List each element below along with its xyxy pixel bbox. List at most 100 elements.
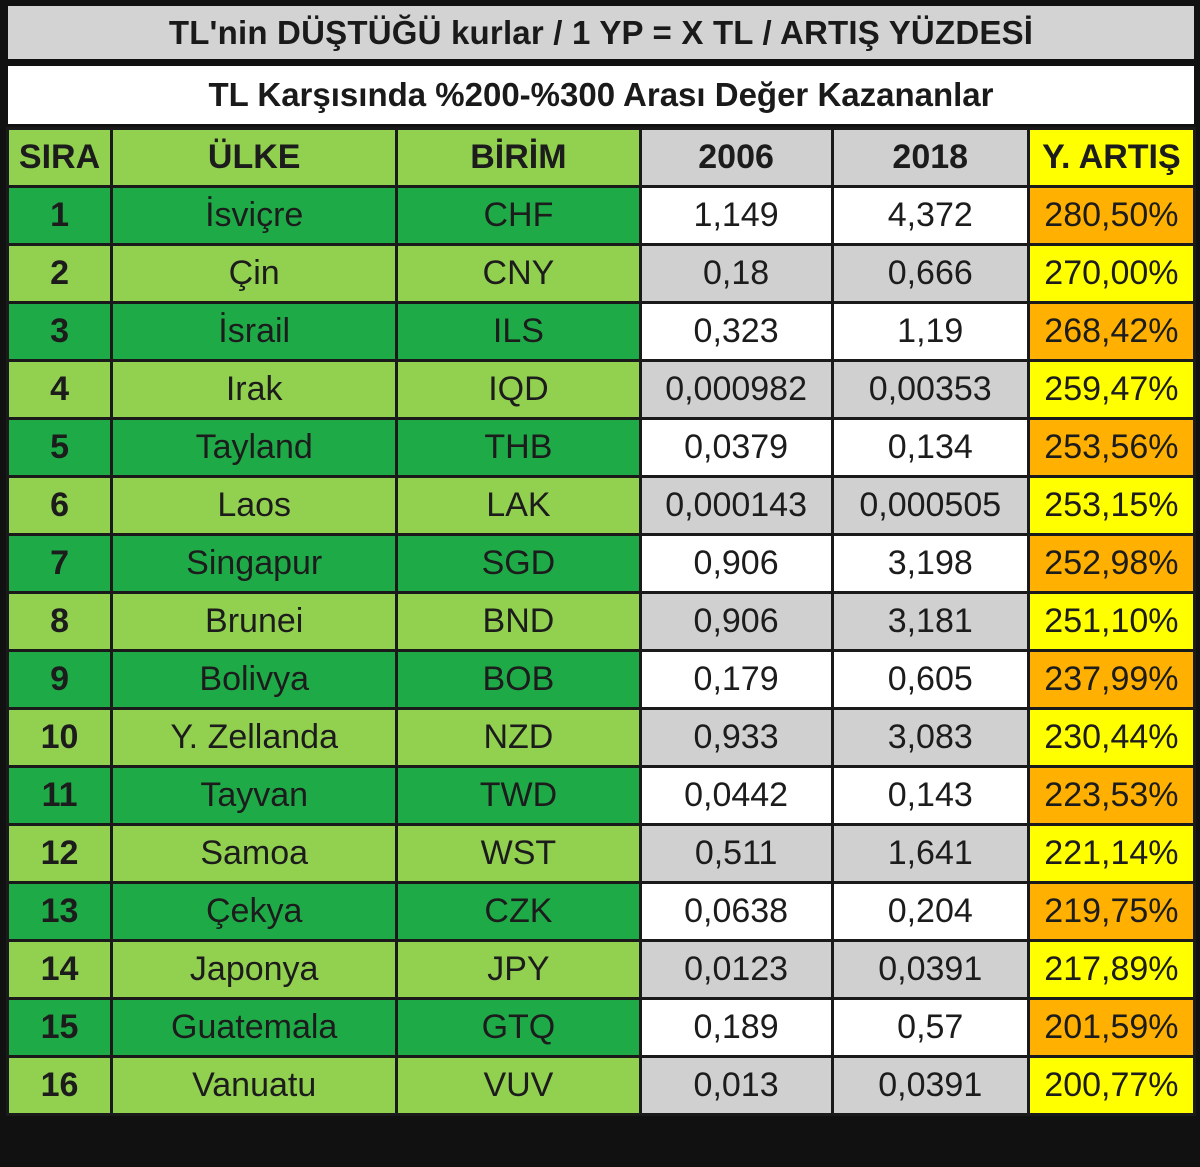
cell-2006: 0,906	[638, 533, 834, 594]
cell-artis: 270,00%	[1026, 243, 1197, 304]
cell-birim: CZK	[395, 881, 642, 942]
cell-2006: 0,189	[638, 997, 834, 1058]
cell-birim: ILS	[395, 301, 642, 362]
table-row: 12 Samoa WST 0,511 1,641 221,14%	[5, 823, 1197, 884]
cell-sira: 5	[5, 417, 114, 478]
cell-artis: 201,59%	[1026, 997, 1197, 1058]
cell-artis: 221,14%	[1026, 823, 1197, 884]
cell-2018: 0,00353	[830, 359, 1030, 420]
cell-ulke: Samoa	[110, 823, 399, 884]
cell-birim: JPY	[395, 939, 642, 1000]
cell-2018: 1,641	[830, 823, 1030, 884]
cell-sira: 10	[5, 707, 114, 768]
table-row: 13 Çekya CZK 0,0638 0,204 219,75%	[5, 881, 1197, 942]
cell-2006: 0,511	[638, 823, 834, 884]
cell-artis: 219,75%	[1026, 881, 1197, 942]
table-row: 8 Brunei BND 0,906 3,181 251,10%	[5, 591, 1197, 652]
cell-artis: 230,44%	[1026, 707, 1197, 768]
cell-2018: 3,198	[830, 533, 1030, 594]
cell-sira: 9	[5, 649, 114, 710]
cell-ulke: Tayland	[110, 417, 399, 478]
table-subtitle: TL Karşısında %200-%300 Arası Değer Kaza…	[6, 64, 1196, 126]
table-row: 15 Guatemala GTQ 0,189 0,57 201,59%	[5, 997, 1197, 1058]
cell-ulke: Çin	[110, 243, 399, 304]
table-row: 9 Bolivya BOB 0,179 0,605 237,99%	[5, 649, 1197, 710]
cell-sira: 11	[5, 765, 114, 826]
cell-birim: THB	[395, 417, 642, 478]
table-row: 10 Y. Zellanda NZD 0,933 3,083 230,44%	[5, 707, 1197, 768]
cell-2006: 0,0442	[638, 765, 834, 826]
cell-ulke: Brunei	[110, 591, 399, 652]
cell-sira: 13	[5, 881, 114, 942]
table-row: 11 Tayvan TWD 0,0442 0,143 223,53%	[5, 765, 1197, 826]
cell-birim: CHF	[395, 185, 642, 246]
table-row: 1 İsviçre CHF 1,149 4,372 280,50%	[5, 185, 1197, 246]
cell-sira: 1	[5, 185, 114, 246]
cell-2018: 0,204	[830, 881, 1030, 942]
cell-birim: GTQ	[395, 997, 642, 1058]
cell-artis: 217,89%	[1026, 939, 1197, 1000]
table-row: 16 Vanuatu VUV 0,013 0,0391 200,77%	[5, 1055, 1197, 1116]
cell-birim: IQD	[395, 359, 642, 420]
cell-2018: 0,143	[830, 765, 1030, 826]
cell-sira: 6	[5, 475, 114, 536]
cell-2018: 0,57	[830, 997, 1030, 1058]
cell-ulke: Y. Zellanda	[110, 707, 399, 768]
cell-sira: 3	[5, 301, 114, 362]
cell-artis: 223,53%	[1026, 765, 1197, 826]
column-header-2018: 2018	[830, 127, 1030, 188]
cell-2018: 0,134	[830, 417, 1030, 478]
cell-sira: 7	[5, 533, 114, 594]
cell-artis: 200,77%	[1026, 1055, 1197, 1116]
cell-2006: 0,906	[638, 591, 834, 652]
cell-birim: NZD	[395, 707, 642, 768]
cell-sira: 12	[5, 823, 114, 884]
cell-artis: 251,10%	[1026, 591, 1197, 652]
cell-2018: 3,083	[830, 707, 1030, 768]
column-header-2006: 2006	[638, 127, 834, 188]
cell-artis: 253,15%	[1026, 475, 1197, 536]
table-row: 3 İsrail ILS 0,323 1,19 268,42%	[5, 301, 1197, 362]
cell-2006: 0,013	[638, 1055, 834, 1116]
cell-2018: 3,181	[830, 591, 1030, 652]
cell-2018: 0,0391	[830, 1055, 1030, 1116]
table-row: 4 Irak IQD 0,000982 0,00353 259,47%	[5, 359, 1197, 420]
column-header-birim: BİRİM	[395, 127, 642, 188]
cell-2006: 0,0379	[638, 417, 834, 478]
cell-birim: VUV	[395, 1055, 642, 1116]
cell-2018: 4,372	[830, 185, 1030, 246]
table-row: 2 Çin CNY 0,18 0,666 270,00%	[5, 243, 1197, 304]
exchange-rate-table: SIRA ÜLKE BİRİM 2006 2018 Y. ARTIŞ 1 İsvi…	[5, 127, 1197, 1116]
table-row: 14 Japonya JPY 0,0123 0,0391 217,89%	[5, 939, 1197, 1000]
table-row: 7 Singapur SGD 0,906 3,198 252,98%	[5, 533, 1197, 594]
cell-sira: 2	[5, 243, 114, 304]
cell-ulke: İsrail	[110, 301, 399, 362]
cell-artis: 259,47%	[1026, 359, 1197, 420]
cell-artis: 268,42%	[1026, 301, 1197, 362]
cell-ulke: İsviçre	[110, 185, 399, 246]
header-row: SIRA ÜLKE BİRİM 2006 2018 Y. ARTIŞ	[5, 127, 1197, 188]
cell-2006: 0,179	[638, 649, 834, 710]
cell-birim: SGD	[395, 533, 642, 594]
cell-2006: 0,000143	[638, 475, 834, 536]
cell-2006: 0,323	[638, 301, 834, 362]
cell-2018: 0,0391	[830, 939, 1030, 1000]
cell-birim: WST	[395, 823, 642, 884]
cell-artis: 237,99%	[1026, 649, 1197, 710]
cell-ulke: Çekya	[110, 881, 399, 942]
cell-ulke: Irak	[110, 359, 399, 420]
cell-ulke: Bolivya	[110, 649, 399, 710]
cell-sira: 15	[5, 997, 114, 1058]
cell-artis: 280,50%	[1026, 185, 1197, 246]
column-header-artis: Y. ARTIŞ	[1026, 127, 1197, 188]
cell-2006: 0,0123	[638, 939, 834, 1000]
cell-birim: TWD	[395, 765, 642, 826]
cell-ulke: Japonya	[110, 939, 399, 1000]
cell-sira: 4	[5, 359, 114, 420]
cell-birim: BOB	[395, 649, 642, 710]
cell-sira: 16	[5, 1055, 114, 1116]
cell-2006: 0,000982	[638, 359, 834, 420]
table-title: TL'nin DÜŞTÜĞÜ kurlar / 1 YP = X TL / AR…	[6, 4, 1196, 61]
cell-birim: LAK	[395, 475, 642, 536]
